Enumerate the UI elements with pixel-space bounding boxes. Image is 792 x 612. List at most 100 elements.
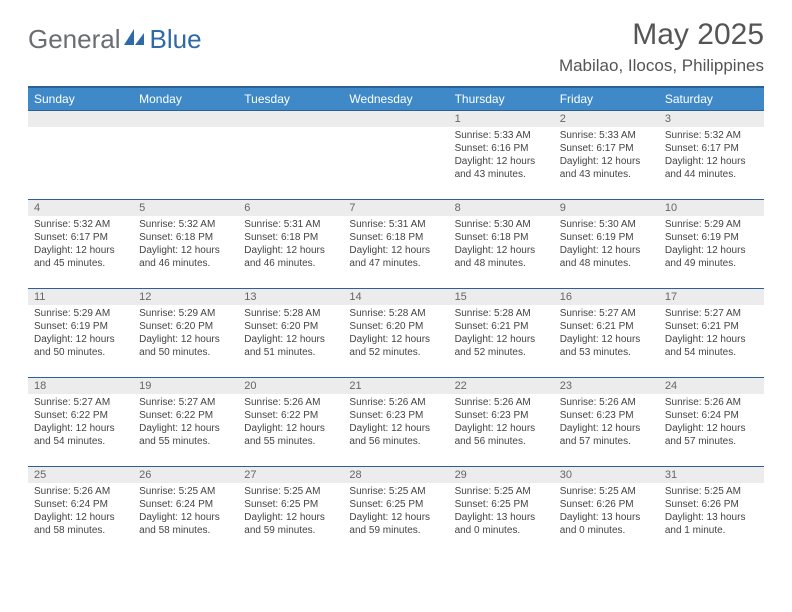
day-line-daylight1: Daylight: 12 hours (244, 422, 337, 435)
day-number: 5 (133, 200, 238, 216)
day-details: Sunrise: 5:30 AMSunset: 6:18 PMDaylight:… (449, 216, 554, 274)
day-number (238, 111, 343, 127)
day-line-sunset: Sunset: 6:18 PM (244, 231, 337, 244)
day-number: 2 (554, 111, 659, 127)
day-number (133, 111, 238, 127)
day-cell: 3Sunrise: 5:32 AMSunset: 6:17 PMDaylight… (659, 111, 764, 199)
day-line-daylight2: and 54 minutes. (34, 435, 127, 448)
day-details: Sunrise: 5:29 AMSunset: 6:19 PMDaylight:… (659, 216, 764, 274)
week-row: 25Sunrise: 5:26 AMSunset: 6:24 PMDayligh… (28, 466, 764, 555)
day-cell: 14Sunrise: 5:28 AMSunset: 6:20 PMDayligh… (343, 289, 448, 377)
day-line-daylight2: and 0 minutes. (560, 524, 653, 537)
day-details: Sunrise: 5:26 AMSunset: 6:23 PMDaylight:… (554, 394, 659, 452)
day-line-sunrise: Sunrise: 5:28 AM (349, 307, 442, 320)
day-line-sunset: Sunset: 6:20 PM (349, 320, 442, 333)
day-line-sunset: Sunset: 6:21 PM (665, 320, 758, 333)
day-line-sunrise: Sunrise: 5:25 AM (560, 485, 653, 498)
day-number: 31 (659, 467, 764, 483)
day-cell: 13Sunrise: 5:28 AMSunset: 6:20 PMDayligh… (238, 289, 343, 377)
day-line-daylight1: Daylight: 12 hours (34, 333, 127, 346)
calendar-page: General Blue May 2025 Mabilao, Ilocos, P… (0, 0, 792, 565)
day-line-daylight1: Daylight: 12 hours (455, 422, 548, 435)
day-line-daylight1: Daylight: 12 hours (560, 333, 653, 346)
day-number: 8 (449, 200, 554, 216)
day-line-sunrise: Sunrise: 5:28 AM (455, 307, 548, 320)
day-line-sunset: Sunset: 6:19 PM (560, 231, 653, 244)
day-line-daylight2: and 43 minutes. (560, 168, 653, 181)
day-cell: 19Sunrise: 5:27 AMSunset: 6:22 PMDayligh… (133, 378, 238, 466)
day-line-sunset: Sunset: 6:22 PM (139, 409, 232, 422)
day-cell: 15Sunrise: 5:28 AMSunset: 6:21 PMDayligh… (449, 289, 554, 377)
day-line-daylight1: Daylight: 12 hours (560, 155, 653, 168)
day-line-sunset: Sunset: 6:22 PM (244, 409, 337, 422)
day-number: 3 (659, 111, 764, 127)
day-number: 10 (659, 200, 764, 216)
day-line-sunrise: Sunrise: 5:26 AM (244, 396, 337, 409)
day-line-daylight2: and 52 minutes. (349, 346, 442, 359)
day-line-sunset: Sunset: 6:16 PM (455, 142, 548, 155)
day-details: Sunrise: 5:25 AMSunset: 6:25 PMDaylight:… (449, 483, 554, 541)
day-line-sunrise: Sunrise: 5:33 AM (560, 129, 653, 142)
day-line-daylight1: Daylight: 12 hours (560, 244, 653, 257)
day-line-sunrise: Sunrise: 5:33 AM (455, 129, 548, 142)
day-line-sunrise: Sunrise: 5:32 AM (139, 218, 232, 231)
logo-text-general: General (28, 24, 121, 55)
day-line-daylight2: and 50 minutes. (139, 346, 232, 359)
day-line-sunrise: Sunrise: 5:32 AM (665, 129, 758, 142)
weekday-label: Monday (133, 88, 238, 110)
day-line-sunrise: Sunrise: 5:26 AM (349, 396, 442, 409)
day-details: Sunrise: 5:32 AMSunset: 6:17 PMDaylight:… (28, 216, 133, 274)
day-details: Sunrise: 5:26 AMSunset: 6:23 PMDaylight:… (449, 394, 554, 452)
day-number: 19 (133, 378, 238, 394)
day-line-daylight2: and 48 minutes. (560, 257, 653, 270)
day-line-daylight1: Daylight: 12 hours (455, 244, 548, 257)
day-details: Sunrise: 5:32 AMSunset: 6:17 PMDaylight:… (659, 127, 764, 185)
day-line-sunset: Sunset: 6:25 PM (455, 498, 548, 511)
day-number: 20 (238, 378, 343, 394)
day-line-sunrise: Sunrise: 5:26 AM (665, 396, 758, 409)
day-line-daylight1: Daylight: 12 hours (34, 422, 127, 435)
day-line-daylight1: Daylight: 12 hours (244, 333, 337, 346)
day-line-sunset: Sunset: 6:19 PM (665, 231, 758, 244)
day-cell (238, 111, 343, 199)
day-details: Sunrise: 5:25 AMSunset: 6:24 PMDaylight:… (133, 483, 238, 541)
day-cell (28, 111, 133, 199)
day-line-sunset: Sunset: 6:23 PM (455, 409, 548, 422)
day-line-sunrise: Sunrise: 5:25 AM (349, 485, 442, 498)
day-line-daylight1: Daylight: 12 hours (665, 422, 758, 435)
day-line-daylight1: Daylight: 12 hours (560, 422, 653, 435)
day-details: Sunrise: 5:29 AMSunset: 6:19 PMDaylight:… (28, 305, 133, 363)
day-details: Sunrise: 5:33 AMSunset: 6:17 PMDaylight:… (554, 127, 659, 185)
day-line-daylight2: and 56 minutes. (455, 435, 548, 448)
day-line-daylight1: Daylight: 12 hours (349, 333, 442, 346)
day-cell: 16Sunrise: 5:27 AMSunset: 6:21 PMDayligh… (554, 289, 659, 377)
day-details: Sunrise: 5:28 AMSunset: 6:21 PMDaylight:… (449, 305, 554, 363)
day-line-sunrise: Sunrise: 5:26 AM (455, 396, 548, 409)
weekday-label: Tuesday (238, 88, 343, 110)
day-number: 23 (554, 378, 659, 394)
day-details: Sunrise: 5:30 AMSunset: 6:19 PMDaylight:… (554, 216, 659, 274)
day-number: 7 (343, 200, 448, 216)
day-line-daylight1: Daylight: 12 hours (349, 422, 442, 435)
day-line-daylight1: Daylight: 13 hours (665, 511, 758, 524)
day-cell: 4Sunrise: 5:32 AMSunset: 6:17 PMDaylight… (28, 200, 133, 288)
day-line-sunrise: Sunrise: 5:30 AM (560, 218, 653, 231)
day-line-sunset: Sunset: 6:18 PM (455, 231, 548, 244)
day-line-sunrise: Sunrise: 5:26 AM (34, 485, 127, 498)
day-line-daylight1: Daylight: 12 hours (139, 422, 232, 435)
day-cell: 10Sunrise: 5:29 AMSunset: 6:19 PMDayligh… (659, 200, 764, 288)
day-line-daylight2: and 53 minutes. (560, 346, 653, 359)
week-row: 18Sunrise: 5:27 AMSunset: 6:22 PMDayligh… (28, 377, 764, 466)
day-line-daylight2: and 0 minutes. (455, 524, 548, 537)
weekday-label: Thursday (449, 88, 554, 110)
weekday-label: Sunday (28, 88, 133, 110)
day-line-daylight2: and 48 minutes. (455, 257, 548, 270)
day-cell: 26Sunrise: 5:25 AMSunset: 6:24 PMDayligh… (133, 467, 238, 555)
day-cell (343, 111, 448, 199)
day-details: Sunrise: 5:27 AMSunset: 6:21 PMDaylight:… (659, 305, 764, 363)
day-cell: 12Sunrise: 5:29 AMSunset: 6:20 PMDayligh… (133, 289, 238, 377)
day-cell: 22Sunrise: 5:26 AMSunset: 6:23 PMDayligh… (449, 378, 554, 466)
day-line-daylight1: Daylight: 12 hours (244, 511, 337, 524)
day-line-sunset: Sunset: 6:17 PM (34, 231, 127, 244)
day-line-daylight2: and 51 minutes. (244, 346, 337, 359)
